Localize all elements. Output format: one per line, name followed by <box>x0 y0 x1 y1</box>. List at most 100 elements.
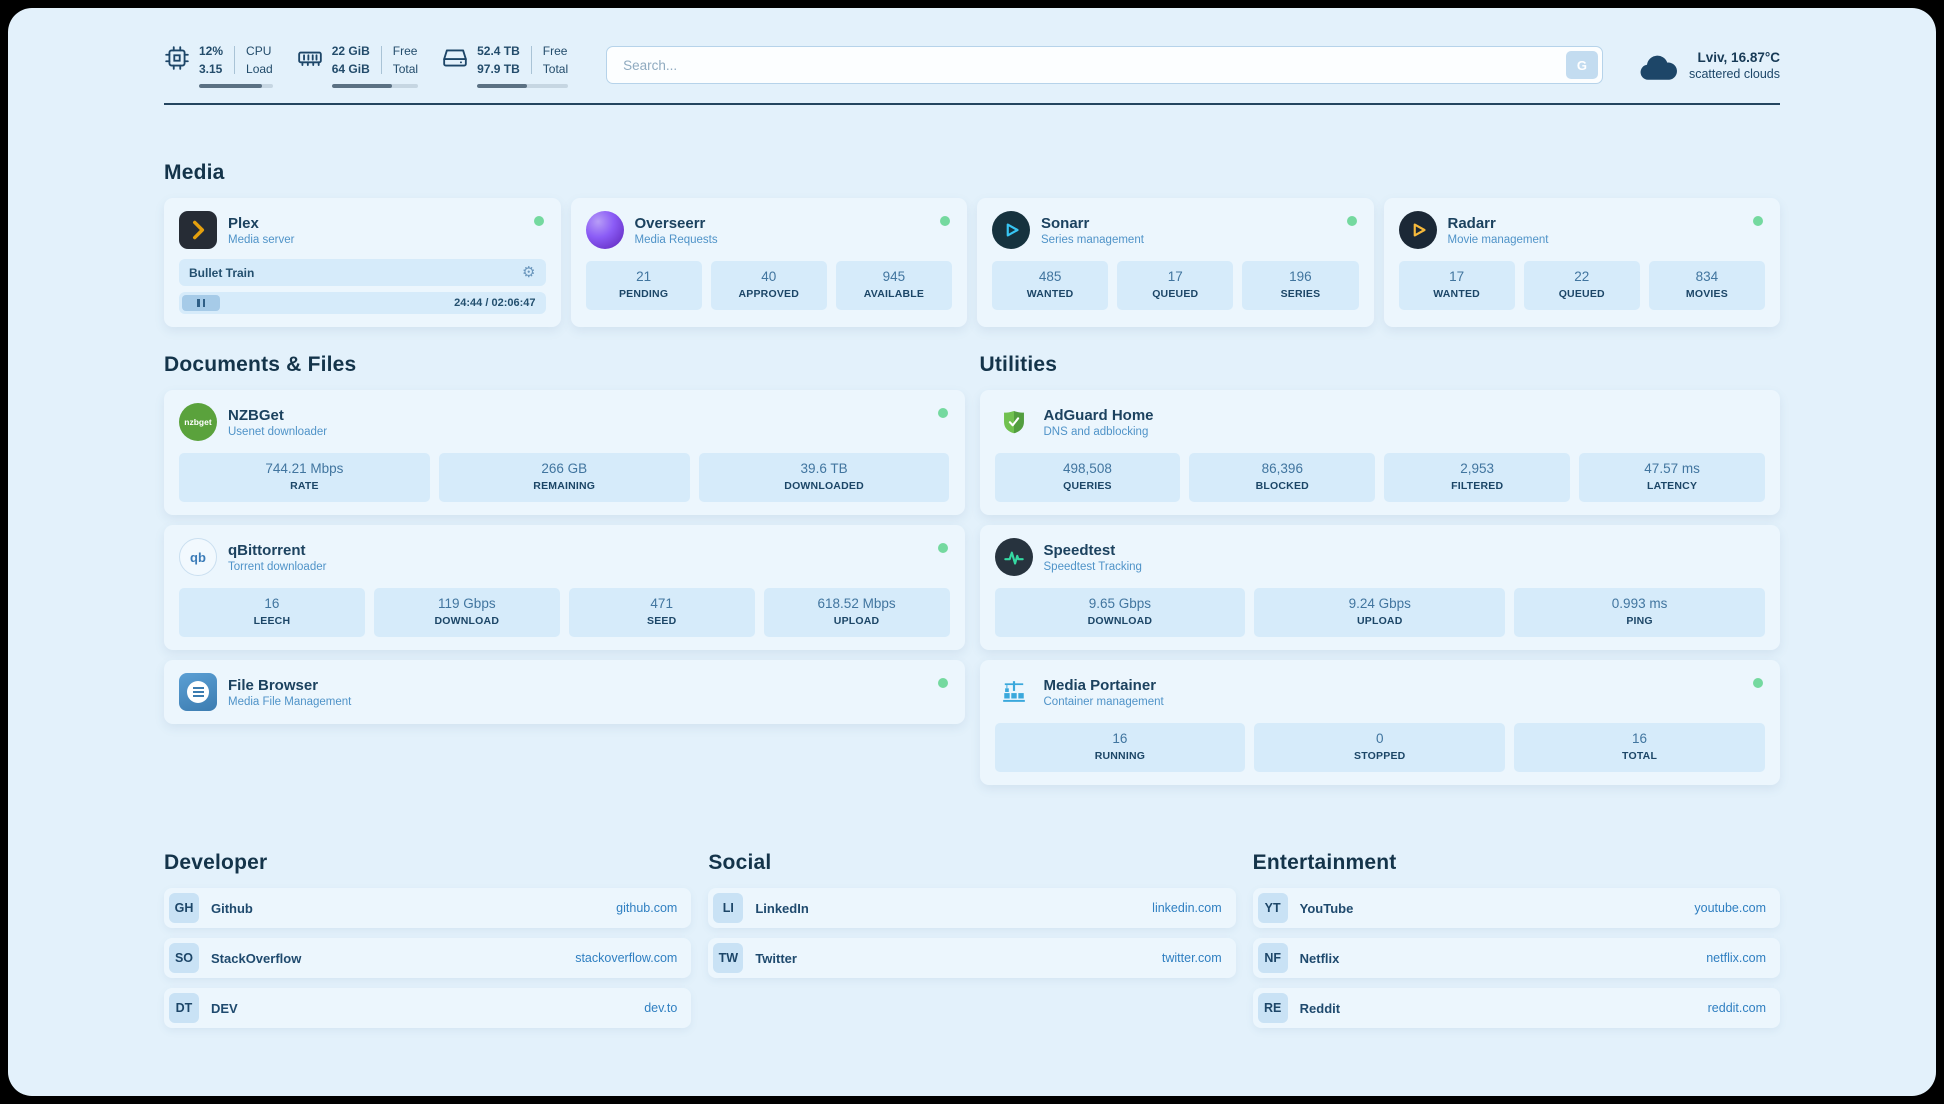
cpu-load-value: 3.15 <box>199 62 223 76</box>
disk-free-value: 52.4 TB <box>477 44 520 58</box>
bookmark-name: YouTube <box>1299 900 1354 916</box>
stat-filtered: 2,953 FILTERED <box>1384 453 1571 502</box>
playback-progressbar[interactable]: 24:44 / 02:06:47 <box>179 292 546 314</box>
stat-remaining: 266 GB REMAINING <box>438 453 690 502</box>
weather-condition: scattered clouds <box>1688 66 1780 81</box>
stat-wanted: 17 WANTED <box>1398 261 1515 310</box>
cpu-widget: 12% 3.15 CPU Load <box>164 42 273 88</box>
status-dot <box>937 543 948 553</box>
bookmark-url: linkedin.com <box>1152 901 1222 915</box>
app-subtitle: Usenet downloader <box>228 425 328 438</box>
stat-queued: 17 QUEUED <box>1117 261 1234 310</box>
disk-progressbar <box>477 84 569 88</box>
status-dot <box>937 678 948 688</box>
bookmark-stackoverflow[interactable]: SO StackOverflow stackoverflow.com <box>164 938 692 978</box>
cpu-label-top: CPU <box>246 44 272 58</box>
vertical-divider <box>530 46 532 74</box>
bookmark-dev[interactable]: DT DEV dev.to <box>164 988 692 1028</box>
section-title-documents: Documents & Files <box>164 353 357 376</box>
stat-pending: 21 PENDING <box>585 261 702 310</box>
status-dot <box>937 408 948 418</box>
bookmark-abbr: GH <box>169 893 199 923</box>
stat-movies: 834 MOVIES <box>1648 261 1766 310</box>
bookmark-abbr: RE <box>1257 993 1288 1023</box>
card-adguard[interactable]: AdGuard Home DNS and adblocking 498,508 … <box>979 390 1780 515</box>
header-divider <box>164 103 1780 105</box>
card-nzbget[interactable]: nzbget NZBGet Usenet downloader 744.21 M… <box>164 390 965 515</box>
app-name: Radarr <box>1447 214 1496 232</box>
section-title-media: Media <box>164 161 225 184</box>
bookmark-abbr: LI <box>713 893 744 923</box>
sonarr-icon <box>992 211 1030 249</box>
stat-total: 16 TOTAL <box>1514 723 1765 772</box>
stat-available: 945 AVAILABLE <box>835 261 953 310</box>
bookmark-github[interactable]: GH Github github.com <box>164 888 692 928</box>
bookmark-reddit[interactable]: RE Reddit reddit.com <box>1252 988 1780 1028</box>
speedtest-icon <box>994 538 1033 576</box>
stat-series: 196 SERIES <box>1242 261 1359 310</box>
app-name: NZBGet <box>228 406 284 424</box>
app-name: Plex <box>228 214 259 232</box>
bookmark-url: netflix.com <box>1706 951 1766 965</box>
section-media: Media Plex Media server <box>164 161 1780 327</box>
cpu-chip-icon <box>164 45 190 71</box>
overseerr-icon <box>585 211 624 249</box>
bookmark-url: stackoverflow.com <box>575 951 678 965</box>
card-overseerr[interactable]: Overseerr Media Requests 21 PENDING 40 A… <box>570 198 967 327</box>
qbittorrent-icon: qb <box>179 538 217 576</box>
section-social: Social LI LinkedIn linkedin.com TW Twitt… <box>708 851 1236 1038</box>
bookmark-name: StackOverflow <box>211 950 302 966</box>
disk-icon <box>442 45 468 71</box>
nzbget-icon: nzbget <box>179 403 217 441</box>
bookmark-twitter[interactable]: TW Twitter twitter.com <box>708 938 1236 978</box>
status-dot <box>940 216 950 226</box>
bookmark-youtube[interactable]: YT YouTube youtube.com <box>1252 888 1780 928</box>
app-subtitle: Torrent downloader <box>228 560 327 573</box>
search-engine-button[interactable]: G <box>1565 51 1598 79</box>
app-subtitle: Media File Management <box>228 695 352 708</box>
bookmark-url: github.com <box>616 901 678 915</box>
card-qbittorrent[interactable]: qb qBittorrent Torrent downloader 16 LEE… <box>164 525 965 650</box>
app-subtitle: DNS and adblocking <box>1043 425 1149 438</box>
card-plex[interactable]: Plex Media server Bullet Train ⚙ 24:44 /… <box>164 198 561 327</box>
stat-download: 9.65 Gbps DOWNLOAD <box>994 588 1246 637</box>
stat-wanted: 485 WANTED <box>992 261 1109 310</box>
vertical-divider <box>234 46 236 74</box>
disk-label-top: Free <box>542 44 568 58</box>
playback-time: 24:44 / 02:06:47 <box>454 297 536 309</box>
status-dot <box>533 216 544 226</box>
bookmark-netflix[interactable]: NF Netflix netflix.com <box>1252 938 1780 978</box>
bookmark-url: dev.to <box>644 1001 678 1015</box>
card-radarr[interactable]: Radarr Movie management 17 WANTED 22 QUE… <box>1383 198 1780 327</box>
ram-free-value: 22 GiB <box>331 44 370 58</box>
ram-total-value: 64 GiB <box>331 62 370 76</box>
pause-button[interactable] <box>182 295 220 311</box>
disk-total-value: 97.9 TB <box>477 62 520 76</box>
bookmark-abbr: DT <box>169 993 199 1023</box>
bookmark-name: DEV <box>211 1000 238 1016</box>
section-title-utilities: Utilities <box>979 353 1058 376</box>
gear-icon[interactable]: ⚙ <box>522 264 536 281</box>
app-name: qBittorrent <box>228 541 306 559</box>
dashboard-page: 12% 3.15 CPU Load <box>8 8 1936 1096</box>
track-title: Bullet Train <box>189 265 255 280</box>
card-portainer[interactable]: Media Portainer Container management 16 … <box>979 660 1780 785</box>
disk-widget: 52.4 TB 97.9 TB Free Total <box>442 42 569 88</box>
stat-upload: 9.24 Gbps UPLOAD <box>1254 588 1506 637</box>
card-sonarr[interactable]: Sonarr Series management 485 WANTED 17 Q… <box>977 198 1374 327</box>
card-filebrowser[interactable]: File Browser Media File Management <box>164 660 965 724</box>
app-name: Sonarr <box>1041 214 1090 232</box>
stat-seed: 471 SEED <box>568 588 755 637</box>
stat-approved: 40 APPROVED <box>710 261 827 310</box>
bookmark-linkedin[interactable]: LI LinkedIn linkedin.com <box>708 888 1236 928</box>
bookmark-name: Reddit <box>1299 1000 1341 1016</box>
stat-queries: 498,508 QUERIES <box>994 453 1181 502</box>
filebrowser-icon <box>179 673 217 711</box>
cpu-progressbar <box>199 84 273 88</box>
card-speedtest[interactable]: Speedtest Speedtest Tracking 9.65 Gbps D… <box>979 525 1780 650</box>
search-input[interactable] <box>606 46 1603 84</box>
section-entertainment: Entertainment YT YouTube youtube.com NF … <box>1252 851 1780 1038</box>
stat-download: 119 Gbps DOWNLOAD <box>373 588 560 637</box>
section-title-social: Social <box>708 851 772 874</box>
app-subtitle: Series management <box>1041 233 1144 246</box>
